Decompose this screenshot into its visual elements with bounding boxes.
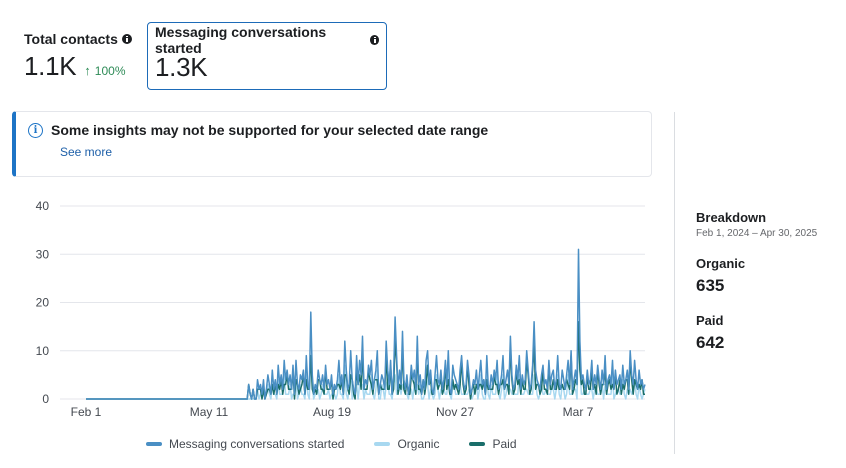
legend-swatch-organic bbox=[374, 442, 391, 446]
breakdown-organic-value: 635 bbox=[696, 276, 725, 295]
total-contacts-header: Total contacts bbox=[24, 30, 132, 48]
total-contacts-change-value: 100% bbox=[94, 64, 126, 78]
breakdown-paid-label: Paid bbox=[696, 313, 724, 328]
line-chart: 0 10 20 30 40 Feb 1 May 11 Aug 19 Nov 27 Mar 7 bbox=[0, 190, 665, 420]
x-tick-label: Nov 27 bbox=[436, 405, 474, 419]
info-icon[interactable] bbox=[121, 34, 132, 44]
total-contacts-value-row: 1.1K ↑ 100% bbox=[24, 51, 132, 82]
messaging-conversations-card[interactable]: Messaging conversations started 1.3K bbox=[147, 22, 387, 90]
legend-label-paid: Paid bbox=[492, 437, 517, 451]
total-contacts-value: 1.1K bbox=[24, 51, 77, 81]
vertical-divider bbox=[674, 112, 675, 454]
arrow-up-icon: ↑ bbox=[84, 63, 91, 78]
legend-item-messaging[interactable]: Messaging conversations started bbox=[146, 437, 344, 451]
x-tick-label: Feb 1 bbox=[71, 405, 102, 419]
x-tick-label: May 11 bbox=[190, 405, 229, 419]
total-contacts-change: ↑ 100% bbox=[84, 63, 125, 78]
chart-legend: Messaging conversations started Organic … bbox=[146, 437, 547, 451]
messaging-conversations-header: Messaging conversations started bbox=[155, 24, 379, 56]
messaging-conversations-label: Messaging conversations started bbox=[155, 24, 327, 56]
line-chart-svg: 0 10 20 30 40 Feb 1 May 11 Aug 19 Nov 27 Mar 7 bbox=[36, 199, 646, 419]
info-circle-icon: i bbox=[28, 122, 43, 138]
total-contacts-card[interactable]: Total contacts 1.1K ↑ 100% bbox=[17, 22, 139, 90]
banner-row: i Some insights may not be supported for… bbox=[28, 122, 639, 138]
legend-item-paid[interactable]: Paid bbox=[469, 437, 517, 451]
insights-banner: i Some insights may not be supported for… bbox=[12, 111, 652, 177]
legend-item-organic[interactable]: Organic bbox=[374, 437, 439, 451]
legend-label-organic: Organic bbox=[397, 437, 440, 451]
y-tick-label: 20 bbox=[36, 296, 50, 310]
y-tick-label: 40 bbox=[36, 199, 50, 213]
x-tick-label: Aug 19 bbox=[313, 405, 351, 419]
breakdown-paid-value: 642 bbox=[696, 333, 725, 352]
messaging-conversations-value-row: 1.3K bbox=[155, 52, 379, 83]
legend-swatch-paid bbox=[469, 442, 486, 446]
info-icon[interactable] bbox=[369, 35, 379, 45]
y-tick-label: 0 bbox=[42, 392, 49, 406]
breakdown-date-range: Feb 1, 2024 – Apr 30, 2025 bbox=[696, 228, 818, 239]
breakdown-organic-label: Organic bbox=[696, 256, 746, 271]
see-more-link[interactable]: See more bbox=[60, 145, 113, 159]
breakdown-title: Breakdown bbox=[696, 210, 767, 225]
y-tick-label: 30 bbox=[36, 247, 50, 261]
banner-title: Some insights may not be supported for y… bbox=[51, 122, 489, 138]
messaging-conversations-value: 1.3K bbox=[155, 52, 208, 82]
legend-label-messaging: Messaging conversations started bbox=[169, 437, 345, 451]
messaging-series-line bbox=[86, 248, 646, 400]
legend-swatch-messaging bbox=[146, 442, 162, 446]
y-tick-label: 10 bbox=[36, 344, 50, 358]
total-contacts-label: Total contacts bbox=[24, 31, 118, 47]
breakdown-panel: Breakdown Feb 1, 2024 – Apr 30, 2025 Org… bbox=[696, 210, 836, 353]
x-tick-label: Mar 7 bbox=[563, 405, 594, 419]
